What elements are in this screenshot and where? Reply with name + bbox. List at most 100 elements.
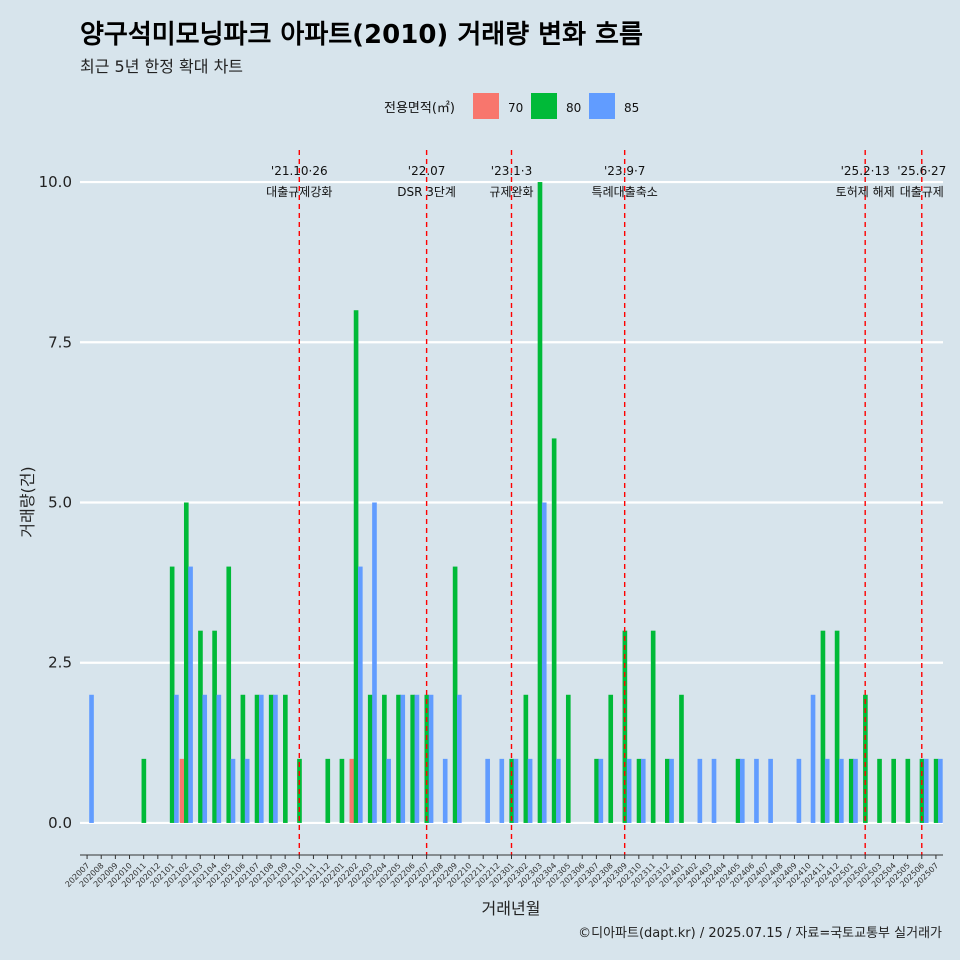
bar-85-202312 xyxy=(669,758,674,823)
bar-85-202304 xyxy=(556,758,561,823)
event-date: '23.1·3 xyxy=(491,164,532,178)
event-label: 토허제 해제 xyxy=(836,185,895,199)
bar-85-202102 xyxy=(188,566,193,823)
bar-85-202407 xyxy=(768,758,773,823)
bar-85-202007 xyxy=(89,694,94,823)
y-tick-label: 10.0 xyxy=(39,173,72,191)
legend-label-80: 80 xyxy=(566,101,581,115)
y-axis-title: 거래량(건) xyxy=(18,466,37,537)
bar-80-202201 xyxy=(339,758,345,823)
bar-85-202107 xyxy=(258,694,264,823)
bar-80-202501 xyxy=(848,758,854,823)
bar-80-202209 xyxy=(452,566,458,823)
event-label: 특례대출축소 xyxy=(592,185,658,199)
bar-85-202202 xyxy=(358,566,363,823)
bar-85-202411 xyxy=(824,758,830,823)
bar-80-202102 xyxy=(183,502,189,823)
bar-85-202303 xyxy=(541,502,547,823)
bar-85-202108 xyxy=(273,694,278,823)
event-label: DSR 3단계 xyxy=(397,185,456,199)
chart-title: 양구석미모닝파크 아파트(2010) 거래량 변화 흐름 xyxy=(80,20,643,50)
bar-85-202205 xyxy=(400,694,406,823)
bar-80-202207 xyxy=(424,694,430,823)
bar-85-202209 xyxy=(457,694,462,823)
bar-80-202202 xyxy=(353,310,359,823)
event-date: '25.6·27 xyxy=(897,164,946,178)
bar-80-202503 xyxy=(877,758,882,823)
bar-80-202303 xyxy=(537,182,543,823)
bar-80-202304 xyxy=(551,438,557,823)
legend-swatch-70 xyxy=(473,93,499,119)
legend-label-70: 70 xyxy=(508,101,523,115)
event-date: '22.07 xyxy=(408,164,446,178)
bar-80-202505 xyxy=(905,758,911,823)
bar-80-202101 xyxy=(169,566,175,823)
legend-title: 전용면적(㎡) xyxy=(384,101,455,116)
bar-85-202310 xyxy=(640,758,646,823)
bar-85-202507 xyxy=(938,758,943,823)
bar-70-202202 xyxy=(349,758,355,823)
bar-85-202105 xyxy=(230,758,236,823)
bar-85-202405 xyxy=(739,758,745,823)
bar-80-202310 xyxy=(636,758,642,823)
bar-80-202203 xyxy=(367,694,373,823)
bar-85-202402 xyxy=(697,758,703,823)
bar-85-202101 xyxy=(174,694,179,823)
bar-85-202410 xyxy=(810,694,816,823)
bar-80-202504 xyxy=(891,758,896,823)
event-date: '23.9·7 xyxy=(604,164,645,178)
bar-70-202102 xyxy=(179,758,185,823)
bar-80-202412 xyxy=(834,630,840,823)
y-tick-label: 0.0 xyxy=(48,814,72,832)
bar-85-202309 xyxy=(626,758,632,823)
event-label: 규제완화 xyxy=(489,185,533,199)
bar-80-202307 xyxy=(594,758,599,823)
bar-85-202409 xyxy=(796,758,802,823)
bar-80-202107 xyxy=(254,694,260,823)
event-date: '21.10·26 xyxy=(271,164,328,178)
bar-85-202206 xyxy=(414,694,420,823)
bar-80-202507 xyxy=(933,758,939,823)
bar-85-202501 xyxy=(853,758,858,823)
legend-swatch-85 xyxy=(589,93,615,119)
bar-85-202203 xyxy=(372,502,377,823)
bar-80-202405 xyxy=(735,758,741,823)
caption: ©디아파트(dapt.kr) / 2025.07.15 / 자료=국토교통부 실… xyxy=(578,926,942,941)
bar-80-202204 xyxy=(382,694,387,823)
bar-85-202208 xyxy=(442,758,448,823)
bar-80-202205 xyxy=(396,694,401,823)
bar-80-202106 xyxy=(240,694,246,823)
bar-85-202301 xyxy=(513,758,519,823)
bar-85-202103 xyxy=(202,694,208,823)
bar-80-202411 xyxy=(820,630,826,823)
legend-swatch-80 xyxy=(531,93,557,119)
bar-80-202311 xyxy=(650,630,656,823)
bar-80-202502 xyxy=(863,694,868,823)
bar-80-202104 xyxy=(212,630,217,823)
y-tick-label: 5.0 xyxy=(48,494,72,512)
bar-85-202406 xyxy=(754,758,759,823)
bar-80-202011 xyxy=(141,758,147,823)
bar-85-202302 xyxy=(527,758,533,823)
event-date: '25.2·13 xyxy=(841,164,890,178)
bar-85-202412 xyxy=(839,758,844,823)
bar-80-202108 xyxy=(268,694,274,823)
bar-85-202403 xyxy=(711,758,717,823)
bar-80-202103 xyxy=(198,630,203,823)
bar-85-202106 xyxy=(244,758,250,823)
bar-80-202312 xyxy=(665,758,670,823)
bar-85-202207 xyxy=(428,694,434,823)
bar-80-202302 xyxy=(523,694,529,823)
event-label: 대출규제강화 xyxy=(266,185,332,199)
y-tick-label: 7.5 xyxy=(48,333,72,351)
event-label: 대출규제 xyxy=(900,185,944,199)
bar-85-202104 xyxy=(216,694,222,823)
bar-80-202308 xyxy=(608,694,614,823)
bar-85-202211 xyxy=(485,758,490,823)
bar-80-202206 xyxy=(410,694,415,823)
y-tick-label: 2.5 xyxy=(48,654,72,672)
bar-85-202307 xyxy=(598,758,604,823)
bar-85-202506 xyxy=(923,758,929,823)
bar-80-202109 xyxy=(283,694,288,823)
